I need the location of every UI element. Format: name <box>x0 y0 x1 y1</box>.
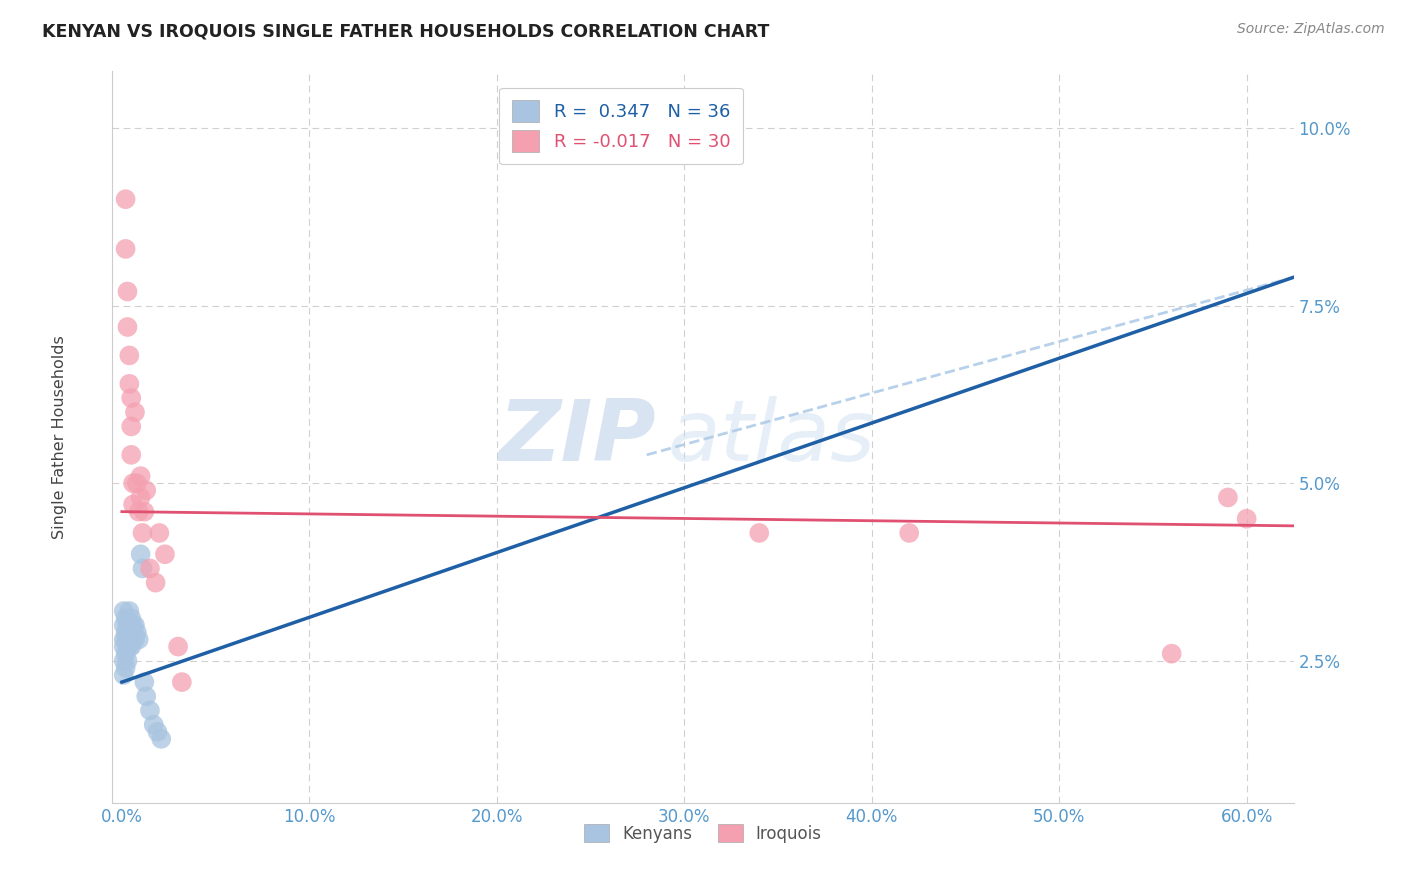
Point <box>112 618 135 632</box>
Text: KENYAN VS IROQUOIS SINGLE FATHER HOUSEHOLDS CORRELATION CHART: KENYAN VS IROQUOIS SINGLE FATHER HOUSEHO… <box>42 22 769 40</box>
Point <box>134 505 156 519</box>
Point <box>117 625 139 640</box>
Point <box>145 575 167 590</box>
Point <box>117 285 139 299</box>
Point <box>134 675 156 690</box>
Point <box>148 525 170 540</box>
Point <box>118 618 141 632</box>
Point <box>118 348 141 362</box>
Point <box>114 611 136 625</box>
Point <box>120 640 142 654</box>
Point <box>112 632 135 647</box>
Point <box>112 654 135 668</box>
Point <box>117 654 139 668</box>
Point <box>114 661 136 675</box>
Point <box>153 547 176 561</box>
Point <box>112 640 135 654</box>
Point <box>1216 491 1239 505</box>
Text: ZIP: ZIP <box>498 395 655 479</box>
Point <box>135 483 157 498</box>
Point <box>122 476 145 491</box>
Point <box>114 192 136 206</box>
Point <box>125 625 148 640</box>
Text: atlas: atlas <box>668 395 876 479</box>
Point <box>118 604 141 618</box>
Point <box>124 405 146 419</box>
Point <box>1160 647 1182 661</box>
Point <box>131 561 153 575</box>
Point <box>120 419 142 434</box>
Point <box>122 618 145 632</box>
Point <box>114 625 136 640</box>
Point <box>118 632 141 647</box>
Point <box>117 320 139 334</box>
Point <box>125 476 148 491</box>
Point <box>898 525 921 540</box>
Point <box>120 448 142 462</box>
Point <box>120 391 142 405</box>
Point <box>114 632 136 647</box>
Point <box>129 469 152 483</box>
Point <box>131 525 153 540</box>
Point <box>118 640 141 654</box>
Point <box>170 675 193 690</box>
Point <box>120 625 142 640</box>
Point <box>142 717 165 731</box>
Point <box>167 640 190 654</box>
Point <box>150 731 173 746</box>
Point <box>146 724 169 739</box>
Point <box>139 561 162 575</box>
Text: Source: ZipAtlas.com: Source: ZipAtlas.com <box>1237 22 1385 37</box>
Point <box>112 668 135 682</box>
Point <box>124 632 146 647</box>
Point <box>129 491 152 505</box>
Point <box>112 604 135 618</box>
Point <box>120 611 142 625</box>
Text: Single Father Households: Single Father Households <box>52 335 67 539</box>
Point <box>135 690 157 704</box>
Point <box>129 547 152 561</box>
Point <box>1236 512 1258 526</box>
Point <box>114 647 136 661</box>
Point <box>114 242 136 256</box>
Legend: Kenyans, Iroquois: Kenyans, Iroquois <box>578 818 828 849</box>
Point <box>124 618 146 632</box>
Point <box>139 704 162 718</box>
Point <box>128 632 150 647</box>
Point <box>117 618 139 632</box>
Point <box>122 632 145 647</box>
Point <box>122 498 145 512</box>
Point <box>118 376 141 391</box>
Point <box>748 525 770 540</box>
Point <box>128 505 150 519</box>
Point <box>117 640 139 654</box>
